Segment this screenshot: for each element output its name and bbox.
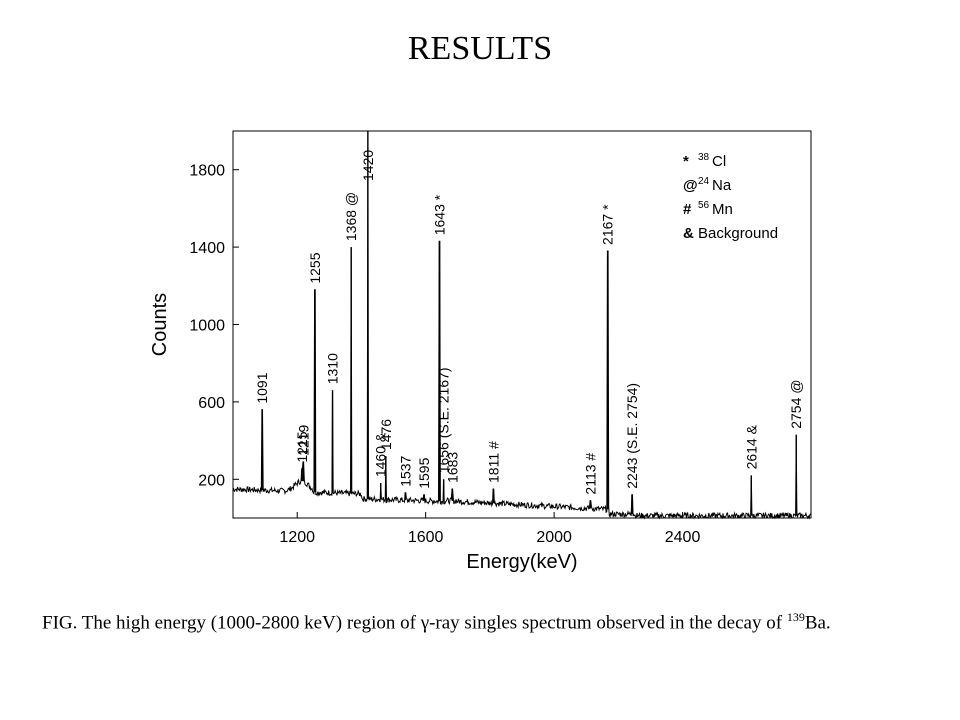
slide-title: RESULTS bbox=[407, 30, 553, 67]
peak-label-group: 1811 # bbox=[485, 441, 501, 483]
peak-label-group: 2167 * bbox=[600, 204, 616, 245]
peak-label-group: 1420 bbox=[360, 150, 376, 181]
peak-label: 1310 bbox=[325, 353, 341, 384]
legend-label: Na bbox=[712, 177, 732, 194]
figure-caption: FIG. The high energy (1000-2800 keV) reg… bbox=[42, 604, 918, 636]
legend-label: Cl bbox=[712, 153, 726, 170]
peak-label-group: 2614 & bbox=[743, 424, 759, 469]
peak-label-group: 1683 bbox=[444, 452, 460, 483]
peak-label: 2167 * bbox=[600, 204, 616, 245]
peak-label: 1537 bbox=[397, 455, 413, 486]
x-axis-label: Energy(keV) bbox=[466, 551, 577, 573]
peak-label-group: 1537 bbox=[397, 455, 413, 486]
legend-symbol: * bbox=[683, 153, 689, 170]
spectrum-svg: 1200 1600 2000 2400 200 600 1000 1400 1800 Energy… bbox=[149, 130, 812, 573]
x-tick-label: 1600 bbox=[408, 529, 444, 546]
legend-symbol: & bbox=[683, 225, 694, 242]
peak-label: 1215 bbox=[294, 431, 310, 462]
spectrum-line bbox=[232, 130, 812, 520]
spectrum-chart: 1200 1600 2000 2400 200 600 1000 1400 1800 Energy… bbox=[149, 130, 812, 573]
peak-label: 1643 * bbox=[431, 194, 447, 235]
caption-isotope-mass: 139 bbox=[786, 610, 805, 624]
caption-text: FIG. The high energy (1000-2800 keV) reg… bbox=[42, 612, 787, 634]
peak-label-group: 1656 (S.E. 2167) bbox=[436, 367, 452, 473]
peak-label-group: 1091 bbox=[254, 372, 270, 403]
legend-label: Mn bbox=[712, 201, 733, 218]
x-tick-label: 2400 bbox=[665, 529, 701, 546]
peak-label: 2243 (S.E. 2754) bbox=[624, 383, 640, 489]
peak-label: 1368 @ bbox=[343, 192, 359, 241]
peak-label-group: 2113 # bbox=[582, 453, 598, 495]
peak-label-group: 2754 @ bbox=[788, 380, 804, 429]
y-axis-label: Counts bbox=[149, 293, 171, 356]
legend-symbol: @ bbox=[683, 177, 698, 194]
legend-mass: 24 bbox=[698, 176, 710, 187]
peak-label: 1420 bbox=[360, 150, 376, 181]
peak-label: 1811 # bbox=[485, 441, 501, 483]
peak-label-group: 2243 (S.E. 2754) bbox=[624, 383, 640, 489]
peak-label: 1683 bbox=[444, 452, 460, 483]
peak-label-group: 1460 & bbox=[373, 432, 389, 477]
peak-label: 1460 & bbox=[373, 432, 389, 477]
legend-symbol: # bbox=[683, 201, 692, 218]
legend-mass: 56 bbox=[698, 200, 710, 211]
peak-label-group: 1215 bbox=[294, 431, 310, 462]
legend-label: Background bbox=[698, 225, 778, 242]
y-tick-label: 600 bbox=[198, 395, 225, 412]
peak-label: 2614 & bbox=[743, 424, 759, 469]
peak-label-group: 1310 bbox=[325, 353, 341, 384]
y-tick-label: 1800 bbox=[189, 163, 225, 180]
y-tick-label: 1000 bbox=[189, 318, 225, 335]
peak-label: 1656 (S.E. 2167) bbox=[436, 367, 452, 473]
peak-label-group: 1643 * bbox=[431, 194, 447, 235]
legend-mass: 38 bbox=[698, 152, 710, 163]
x-tick-label: 2000 bbox=[536, 529, 572, 546]
peak-label: 2113 # bbox=[582, 453, 598, 495]
x-tick-label: 1200 bbox=[279, 529, 315, 546]
peak-label: 1091 bbox=[254, 372, 270, 403]
peak-label: 1219 bbox=[295, 425, 311, 456]
peak-label: 1255 bbox=[307, 252, 323, 283]
peak-label-group: 1219 bbox=[295, 425, 311, 456]
y-tick-label: 200 bbox=[198, 472, 225, 489]
peak-label: 1476 bbox=[378, 419, 394, 450]
caption-isotope: Ba. bbox=[804, 612, 831, 634]
peak-label-group: 1255 bbox=[307, 252, 323, 283]
peak-label: 2754 @ bbox=[788, 380, 804, 429]
peak-label-group: 1476 bbox=[378, 419, 394, 450]
peak-label-group: 1595 bbox=[416, 457, 432, 488]
peak-label: 1595 bbox=[416, 457, 432, 488]
peak-label-group: 1368 @ bbox=[343, 192, 359, 241]
y-tick-label: 1400 bbox=[189, 240, 225, 257]
